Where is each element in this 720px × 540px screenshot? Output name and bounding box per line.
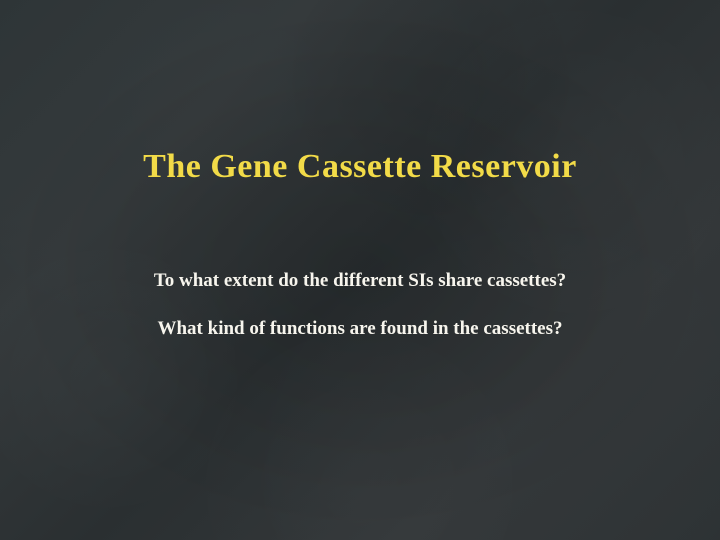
slide-title: The Gene Cassette Reservoir [0,148,720,186]
body-line-2: What kind of functions are found in the … [0,318,720,340]
body-line-1: To what extent do the different SIs shar… [0,270,720,292]
slide: The Gene Cassette Reservoir To what exte… [0,0,720,540]
